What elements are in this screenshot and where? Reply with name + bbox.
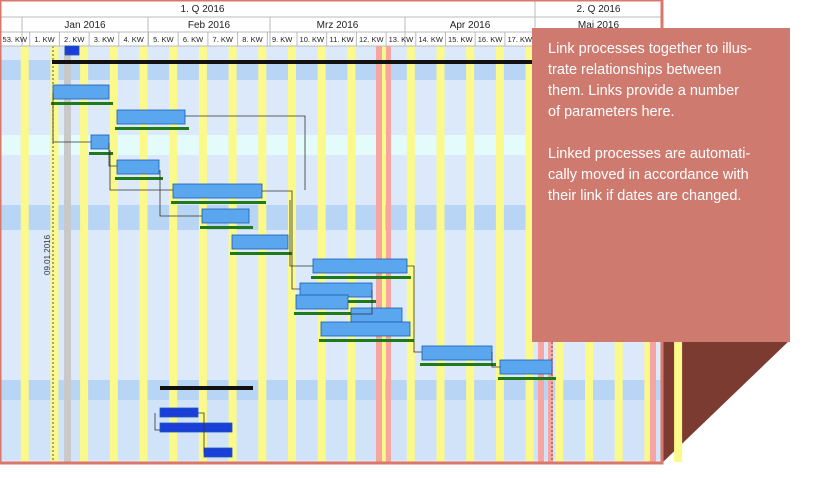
quarter-label: 1. Q 2016: [181, 4, 225, 15]
callout-line: cally moved in accordance with: [548, 167, 749, 183]
link: [198, 412, 205, 453]
link: [108, 143, 117, 167]
link: [407, 265, 422, 353]
baseline-bar: [171, 201, 266, 204]
task-bar: [116, 109, 186, 125]
baseline-bar: [319, 339, 414, 342]
baseline-bar: [420, 363, 496, 366]
weekend-stripe: [80, 46, 89, 462]
task-bar: [52, 84, 110, 100]
callout-line: Linked processes are automati-: [548, 146, 750, 162]
task-bar: [159, 407, 199, 418]
task-bar: [64, 45, 80, 56]
week-label: 10. KW: [300, 35, 326, 44]
callout-line: Link processes together to illus-: [548, 41, 752, 57]
task-bar: [201, 208, 250, 224]
task-bar: [116, 159, 160, 175]
callout-line: trate relationships between: [548, 62, 721, 78]
task-bar: [421, 345, 493, 361]
summary-bar: [160, 386, 253, 390]
week-label: 3. KW: [94, 35, 115, 44]
weekend-stripe: [495, 46, 504, 462]
task-bar: [499, 359, 553, 375]
baseline-bar: [115, 127, 189, 130]
callout-text: Link processes together to illus-trate r…: [548, 41, 752, 204]
weekend-stripe: [525, 46, 534, 462]
weekend-stripe: [50, 46, 59, 462]
month-label: Mrz 2016: [317, 20, 359, 31]
today-label: 09.01.2016: [43, 234, 52, 275]
baseline-bar: [230, 252, 292, 255]
link: [289, 200, 313, 267]
link: [159, 170, 202, 217]
link: [109, 150, 173, 191]
weekend-stripe: [109, 46, 118, 462]
baseline-bar: [200, 226, 253, 229]
baseline-bar: [294, 312, 352, 315]
baseline-bar: [498, 377, 556, 380]
callout-line: their link if dates are changed.: [548, 188, 741, 204]
link: [52, 93, 91, 143]
week-label: 13. KW: [389, 35, 415, 44]
summary-bar: [52, 60, 536, 64]
week-label: 6. KW: [183, 35, 204, 44]
week-label: 4. KW: [123, 35, 144, 44]
month-label: Mai 2016: [578, 20, 620, 31]
weekend-stripe: [20, 46, 29, 462]
month-label: Feb 2016: [188, 20, 231, 31]
baseline-bar: [115, 177, 163, 180]
week-label: 16. KW: [478, 35, 504, 44]
task-bar: [90, 134, 110, 150]
callout-box: [532, 28, 790, 342]
holiday-stripe: [376, 46, 382, 462]
holiday-stripe: [64, 46, 71, 462]
task-bar: [159, 422, 233, 433]
baseline-bar: [51, 102, 113, 105]
weekend-stripe: [139, 46, 148, 462]
week-label: 12. KW: [359, 35, 385, 44]
holiday-stripe: [386, 46, 391, 462]
task-bar: [312, 258, 408, 274]
link: [262, 190, 300, 290]
week-label: 7. KW: [213, 35, 234, 44]
callout-line: of parameters here.: [548, 104, 675, 120]
week-label: 11. KW: [330, 35, 355, 44]
task-bar: [320, 321, 411, 337]
baseline-bar: [89, 152, 113, 155]
task-bar: [172, 183, 263, 199]
quarter-label: 2. Q 2016: [577, 4, 621, 15]
week-label: 5. KW: [153, 35, 174, 44]
weekend-stripe: [466, 46, 475, 462]
week-label: 2. KW: [64, 35, 85, 44]
task-bar: [203, 447, 233, 458]
baseline-bar: [311, 276, 411, 279]
weekend-stripe: [198, 46, 207, 462]
link: [351, 290, 373, 315]
weekend-stripe: [317, 46, 326, 462]
link: [154, 413, 160, 431]
weekend-stripe: [347, 46, 356, 462]
weekend-stripe: [436, 46, 445, 462]
task-bar: [295, 294, 349, 310]
week-label: 14. KW: [418, 35, 444, 44]
task-bar: [350, 307, 403, 323]
week-label: 9. KW: [272, 35, 293, 44]
week-label: 53. KW: [3, 35, 29, 44]
week-label: 15. KW: [448, 35, 474, 44]
week-label: 17. KW: [507, 35, 533, 44]
task-bar: [231, 234, 289, 250]
weekend-stripe: [169, 46, 178, 462]
week-label: 8. KW: [242, 35, 263, 44]
link: [491, 352, 500, 368]
weekend-stripe: [406, 46, 415, 462]
week-label: 1. KW: [34, 35, 55, 44]
callout-line: them. Links provide a number: [548, 83, 739, 99]
link: [185, 115, 306, 190]
month-label: Apr 2016: [450, 20, 491, 31]
month-label: Jan 2016: [64, 20, 106, 31]
